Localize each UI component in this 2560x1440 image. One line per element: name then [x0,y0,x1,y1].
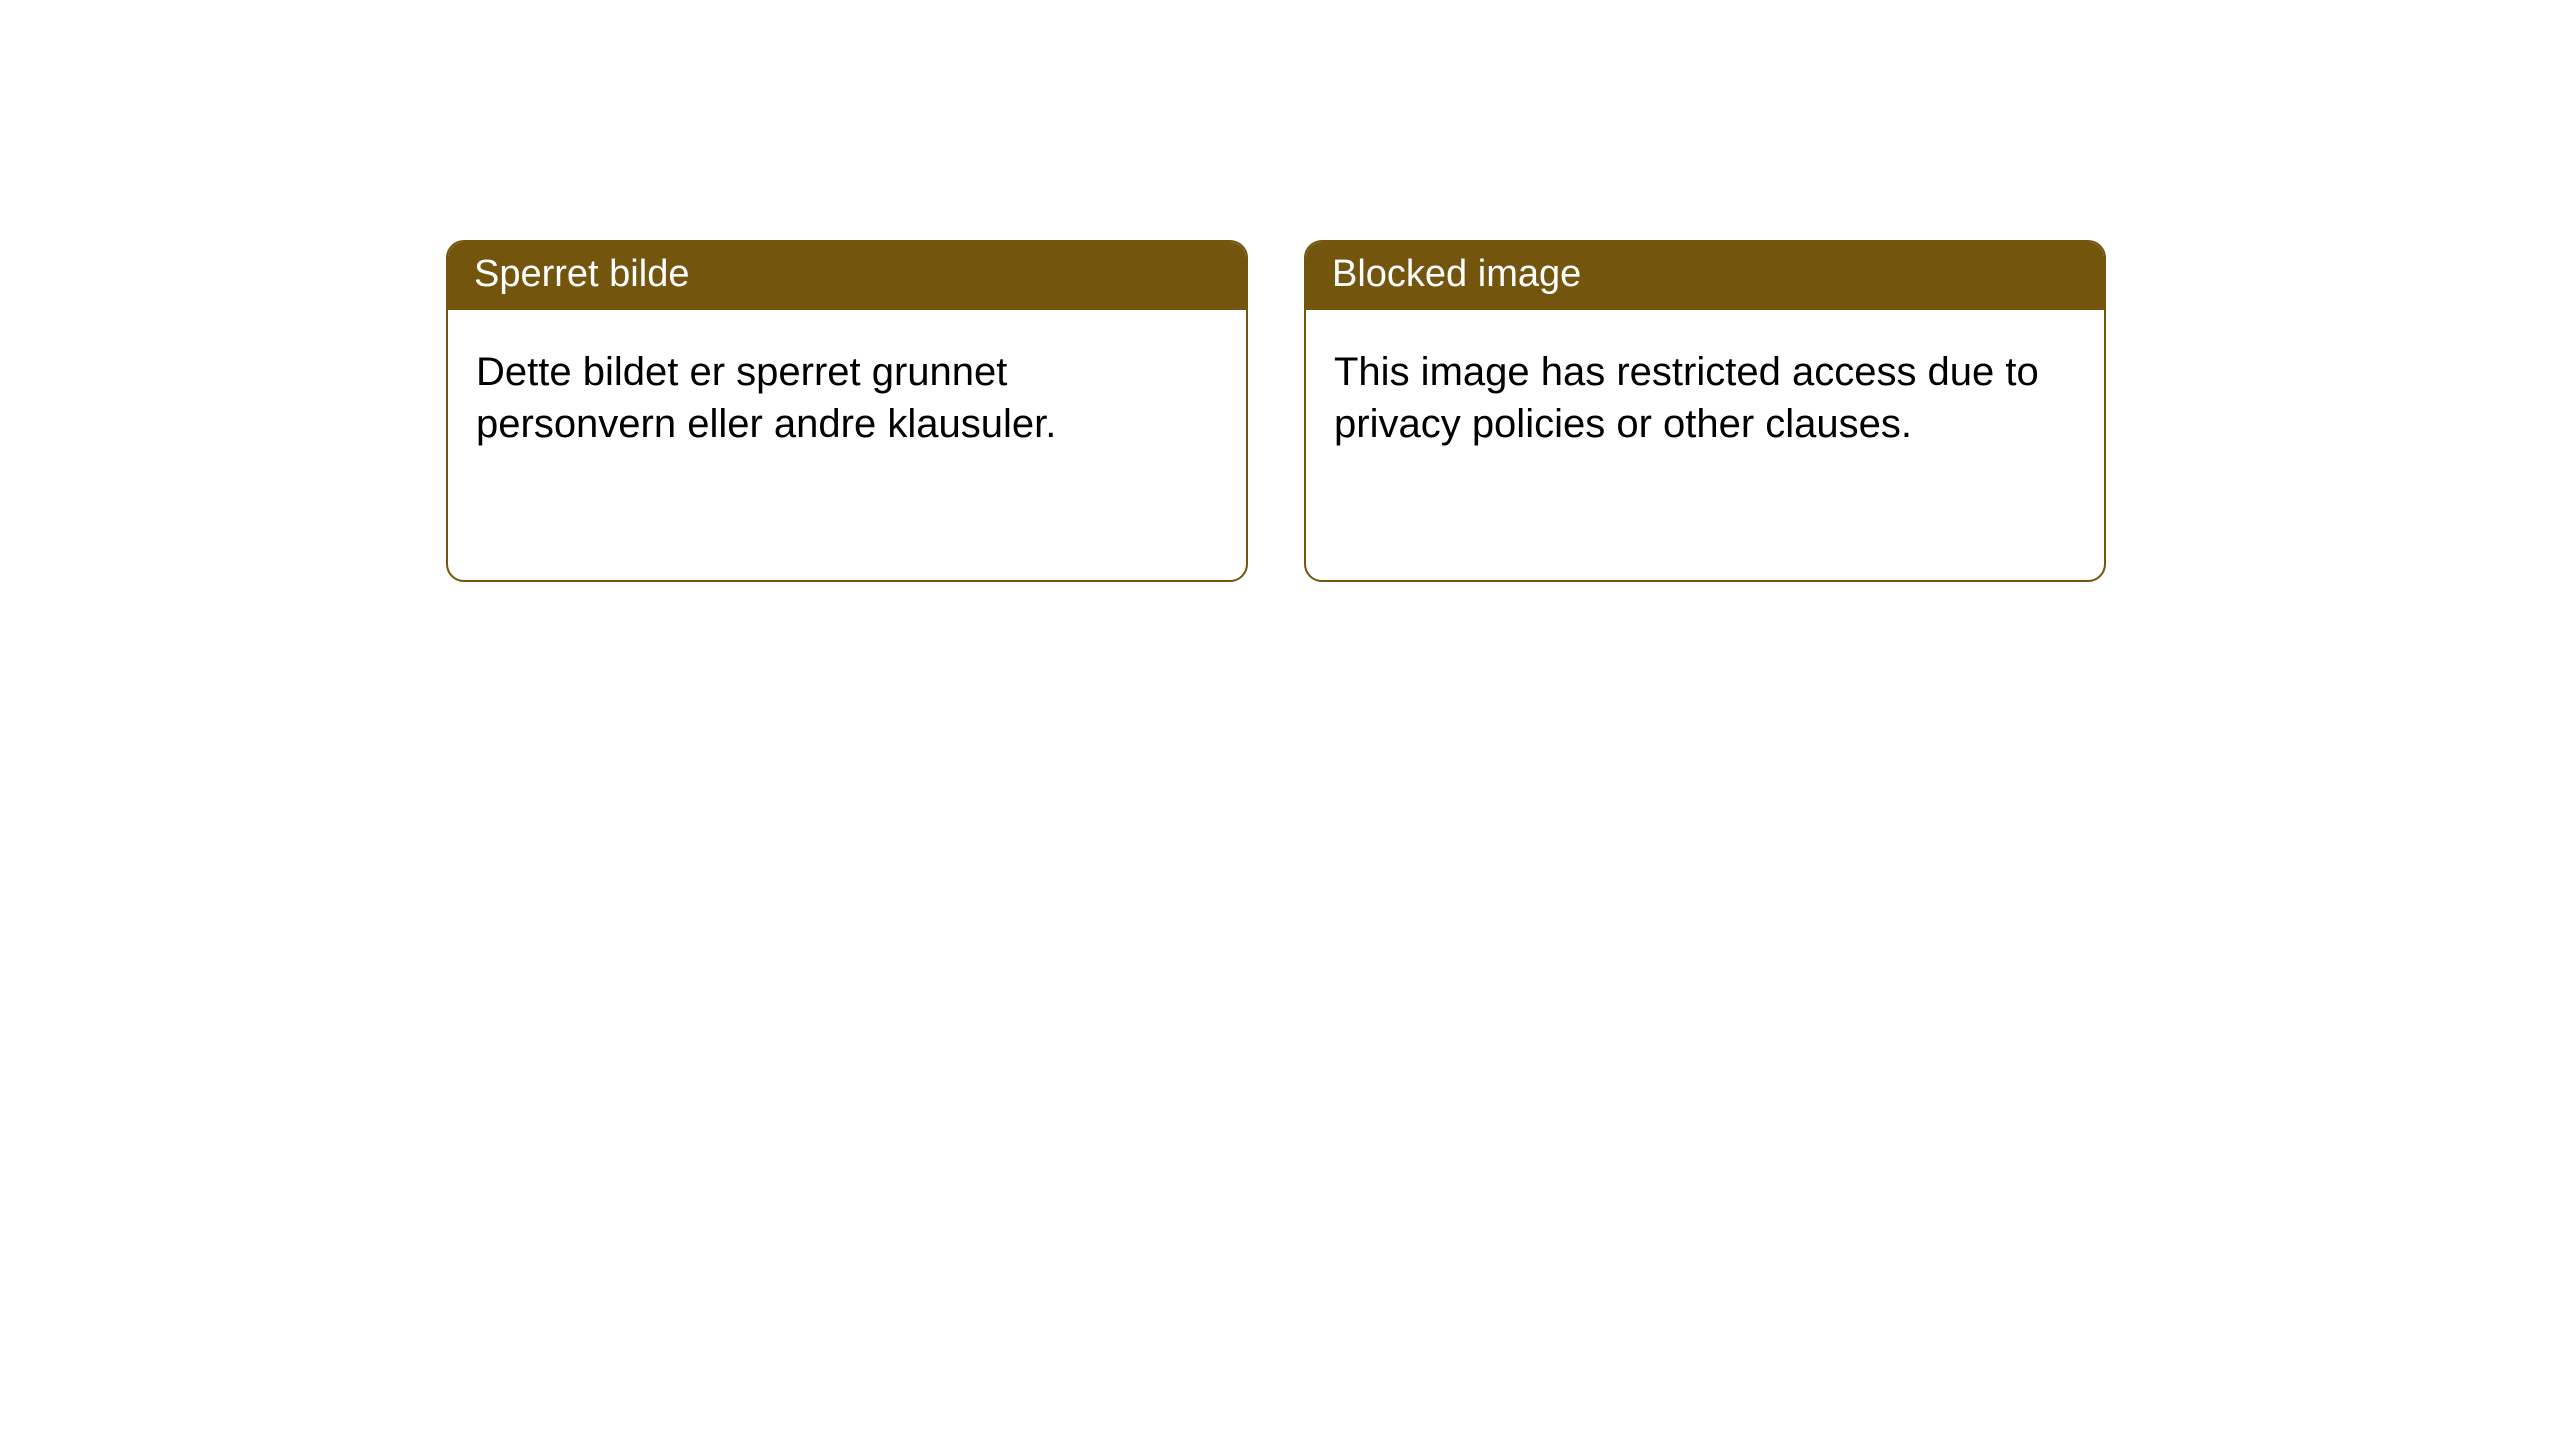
notice-container: Sperret bilde Dette bildet er sperret gr… [0,0,2560,582]
card-header-no: Sperret bilde [448,242,1246,310]
blocked-image-card-no: Sperret bilde Dette bildet er sperret gr… [446,240,1248,582]
card-body-no: Dette bildet er sperret grunnet personve… [448,310,1246,580]
card-header-en: Blocked image [1306,242,2104,310]
blocked-image-card-en: Blocked image This image has restricted … [1304,240,2106,582]
card-body-en: This image has restricted access due to … [1306,310,2104,580]
